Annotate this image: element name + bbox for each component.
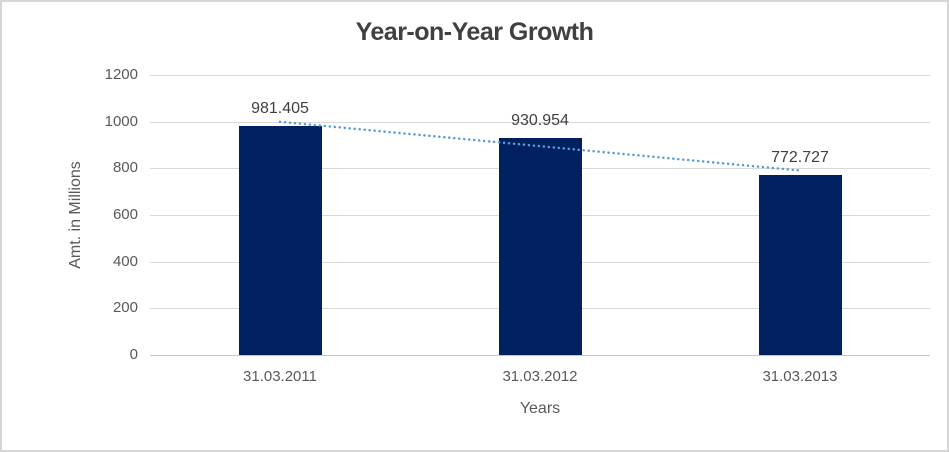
y-tick-label: 600 [112,206,138,223]
chart-title: Year-on-Year Growth [355,18,594,46]
bar [498,137,582,355]
y-tick-label: 1000 [104,112,138,130]
y-tick-label: 200 [112,299,138,317]
bar-value-label: 772.727 [771,148,829,166]
y-tick-label: 400 [112,252,138,270]
bar-value-label: 981.405 [251,100,309,117]
x-axis-line [150,355,930,356]
x-axis-title: Years [519,400,561,417]
x-tick-label: 31.03.2012 [502,368,578,385]
gridline [150,75,930,76]
bar [758,174,842,355]
y-tick-label: 1200 [104,66,138,83]
y-tick-label: 800 [112,159,138,177]
bar-value-label: 930.954 [511,111,569,129]
bar [238,126,322,355]
y-tick-label: 0 [129,346,138,363]
x-tick-label: 31.03.2013 [762,368,838,385]
x-tick-label: 31.03.2011 [243,368,317,385]
